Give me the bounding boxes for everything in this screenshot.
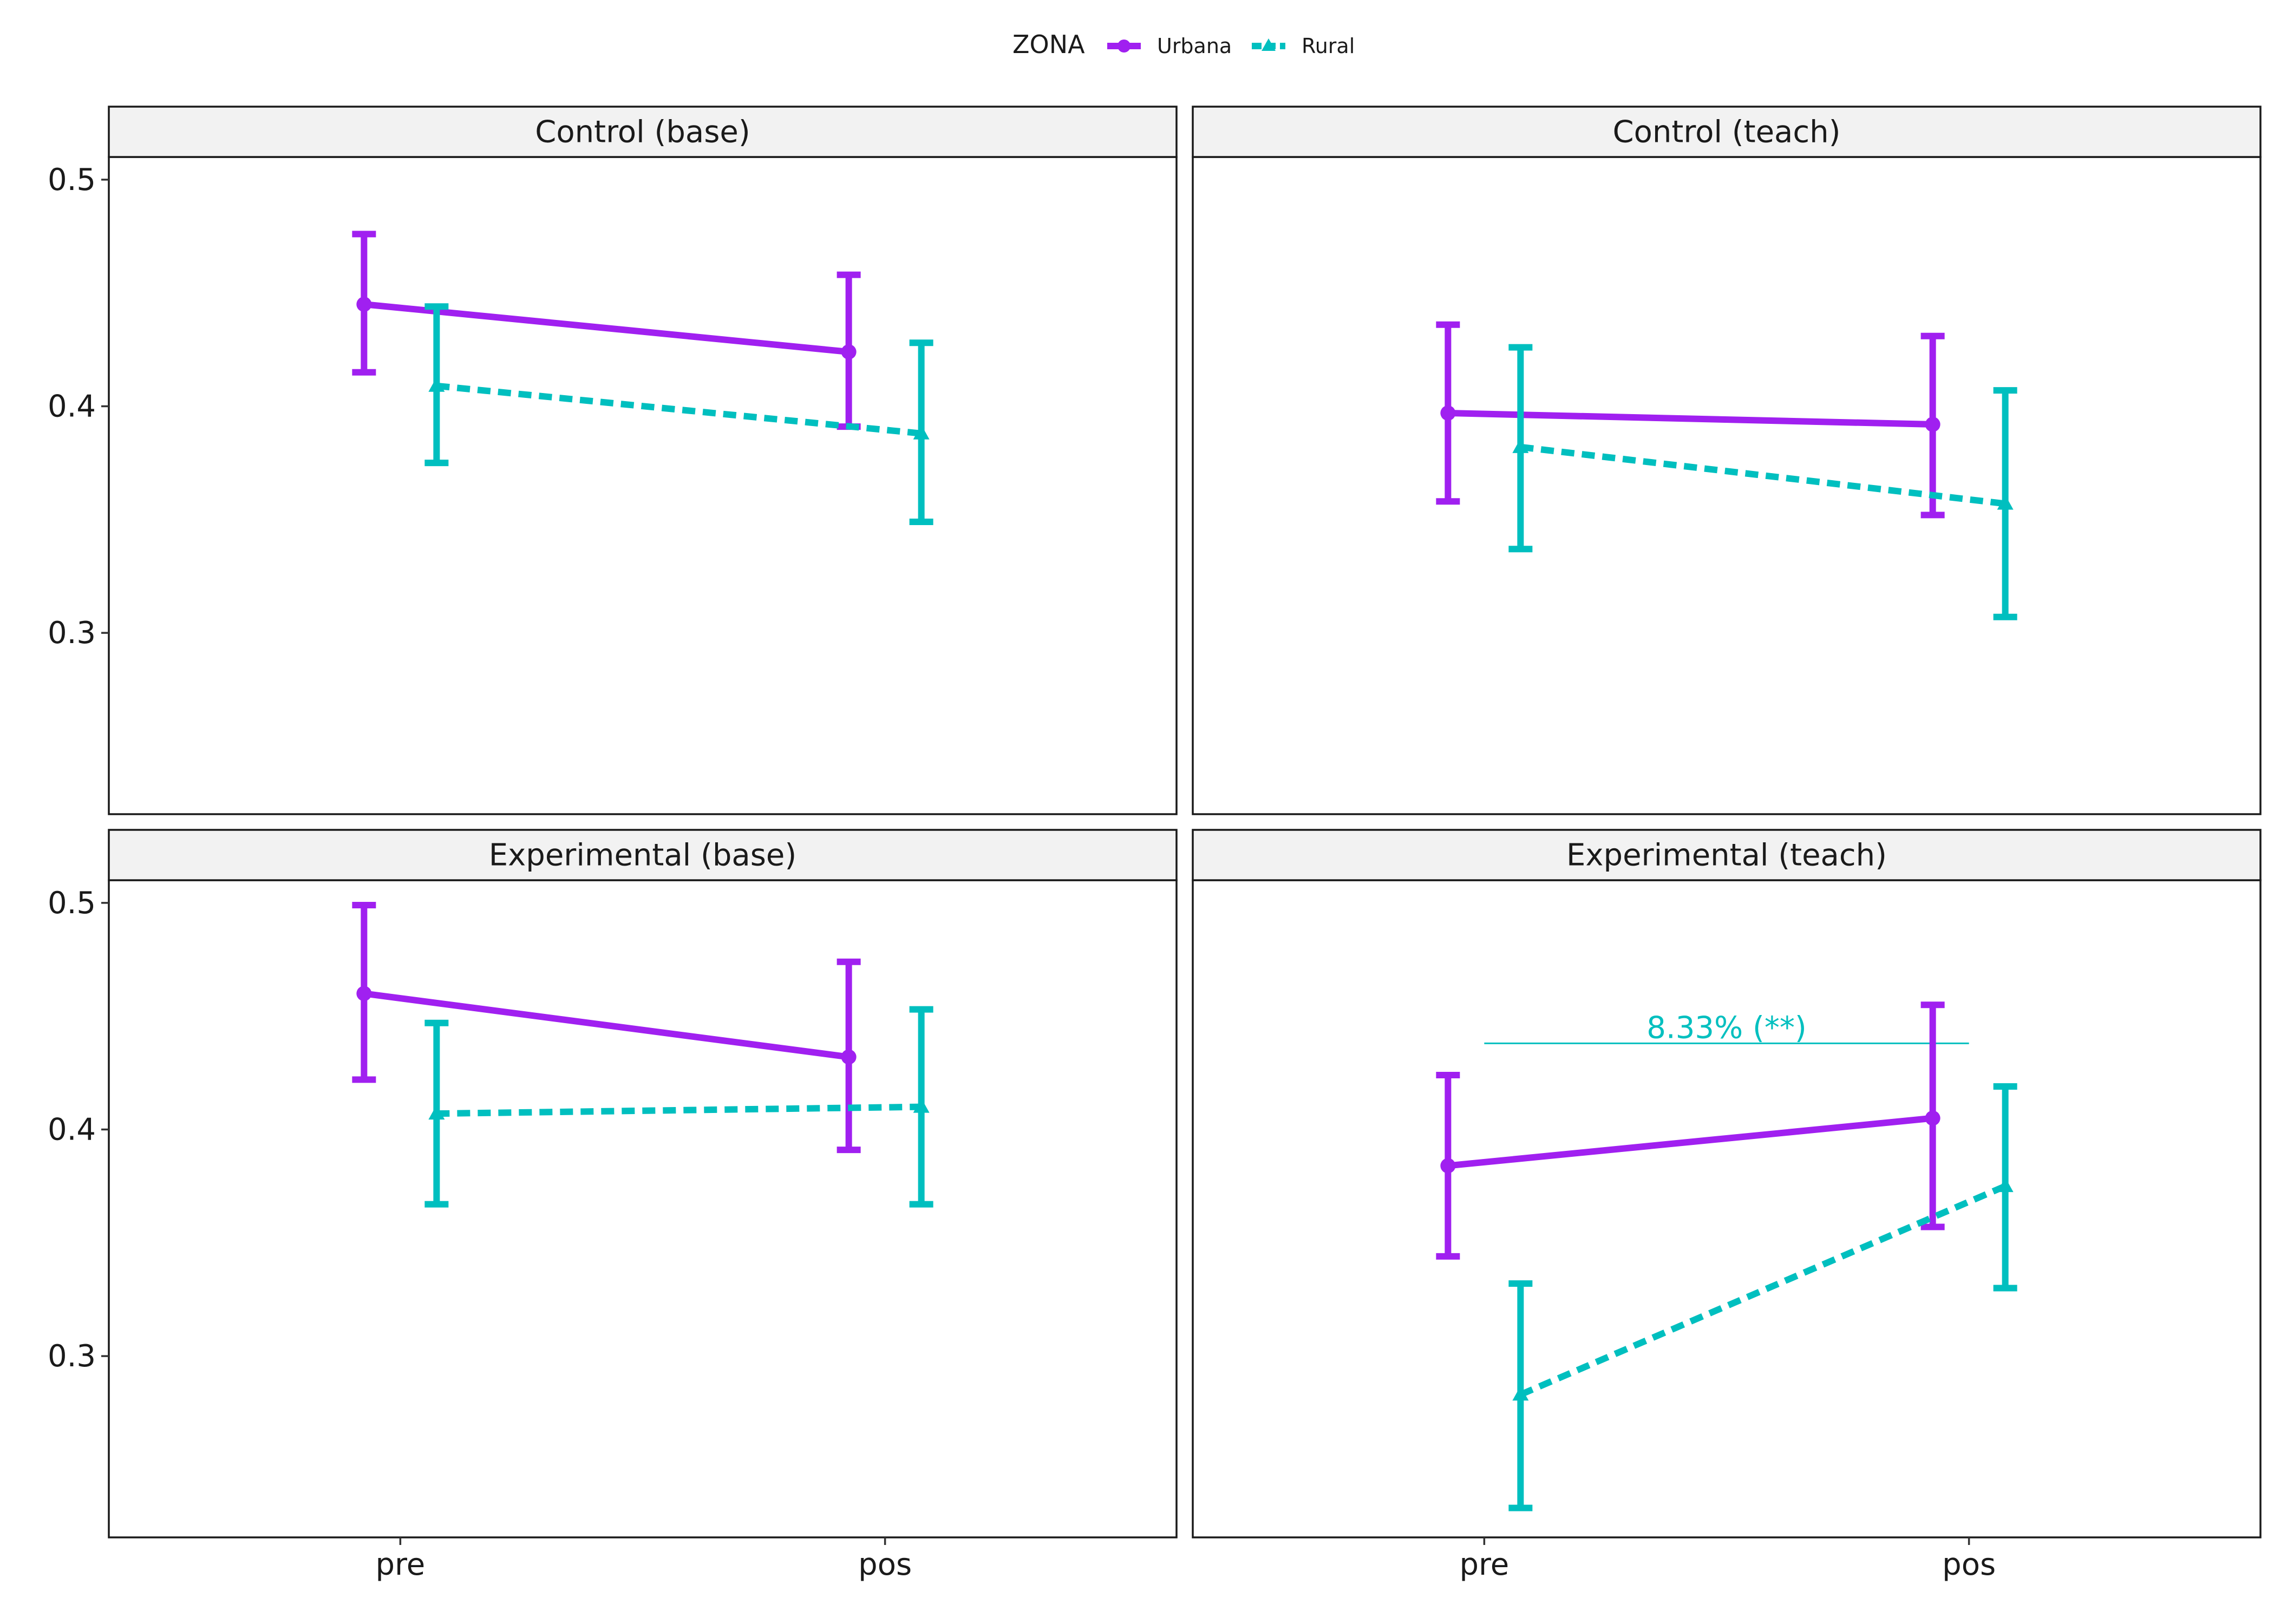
facet-strip-label: Control (base)	[535, 115, 750, 150]
data-point	[1440, 405, 1456, 421]
legend-entry-label: Urbana	[1157, 34, 1232, 58]
panel-control-base: Control (base) 0.3 0.4 0.5	[48, 106, 1178, 815]
series-rural	[424, 1006, 933, 1208]
chart-panels: Control (base) 0.3 0.4 0.5 Control (teach) Ex…	[48, 106, 2262, 1582]
legend-entry-urbana: Urbana	[1107, 34, 1232, 58]
series-urbana	[352, 902, 861, 1154]
y-tick-label: 0.5	[48, 162, 96, 198]
facet-strip-label: Experimental (base)	[489, 838, 796, 873]
data-point	[913, 1098, 930, 1113]
data-point	[913, 424, 930, 440]
series-urbana	[1436, 1001, 1945, 1260]
facet-strip	[1192, 829, 2262, 881]
data-point	[841, 344, 857, 360]
panel-control-teach: Control (teach)	[1192, 106, 2262, 815]
x-tick-label: pos	[858, 1547, 912, 1582]
series-line	[363, 990, 850, 1060]
legend-title: ZONA	[1012, 30, 1085, 59]
y-tick-label: 0.3	[48, 1339, 96, 1374]
panel-frame	[108, 879, 1178, 1538]
series-line	[1519, 1183, 2007, 1398]
facet-strip	[108, 829, 1178, 881]
data-point	[841, 1049, 857, 1065]
facet-strip	[108, 106, 1178, 158]
series-urbana	[1436, 321, 1945, 519]
data-point	[1512, 1386, 1529, 1401]
data-point	[428, 377, 445, 392]
panel-experimental-base: Experimental (base) 0.3 0.4 0.5 pre pos	[48, 829, 1178, 1582]
legend-entry-rural: Rural	[1252, 34, 1355, 58]
panel-frame	[1192, 879, 2262, 1538]
series-rural	[1508, 344, 2017, 620]
series-line	[1448, 410, 1933, 428]
x-tick-label: pre	[1459, 1547, 1509, 1582]
panel-frame	[108, 156, 1178, 815]
facet-strip	[1192, 106, 2262, 158]
legend-key-marker	[1262, 38, 1276, 51]
data-point	[1512, 438, 1529, 453]
data-point	[1440, 1158, 1456, 1174]
data-point	[1997, 495, 2014, 510]
y-tick-label: 0.3	[48, 615, 96, 651]
series-urbana	[352, 231, 861, 430]
x-tick-label: pre	[375, 1547, 425, 1582]
facet-strip-label: Experimental (teach)	[1566, 838, 1887, 873]
data-point	[1925, 1110, 1940, 1126]
legend: ZONA Urbana Rural	[1012, 30, 1355, 59]
legend-key-marker	[1118, 40, 1131, 53]
data-point	[356, 297, 372, 312]
series-line	[363, 301, 850, 355]
series-line	[1447, 1115, 1933, 1169]
legend-entry-label: Rural	[1302, 34, 1355, 58]
series-rural	[1508, 1083, 2017, 1511]
y-tick-label: 0.4	[48, 1112, 96, 1147]
facet-strip-label: Control (teach)	[1613, 115, 1841, 150]
y-tick-label: 0.4	[48, 389, 96, 424]
y-tick-label: 0.5	[48, 886, 96, 921]
panel-experimental-teach: Experimental (teach) pre pos 8.33% (**)	[1192, 829, 2262, 1582]
panel-frame	[1192, 156, 2262, 815]
significance-label: 8.33% (**)	[1646, 1010, 1806, 1045]
data-point	[356, 986, 372, 1001]
data-point	[428, 1105, 445, 1120]
data-point	[1925, 416, 1940, 432]
x-tick-label: pos	[1942, 1547, 1996, 1582]
series-rural	[424, 303, 933, 525]
data-point	[1997, 1177, 2014, 1193]
